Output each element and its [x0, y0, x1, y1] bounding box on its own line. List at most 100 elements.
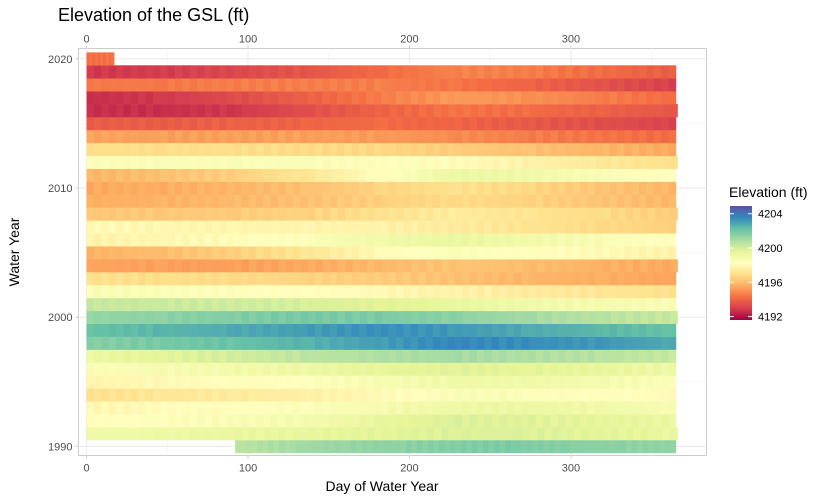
heatmap-tile — [93, 129, 102, 144]
heatmap-tile — [108, 220, 117, 234]
heatmap-tile — [476, 168, 485, 182]
heatmap-tile — [93, 116, 102, 131]
heatmap-tile — [337, 414, 345, 428]
heatmap-tile — [197, 349, 205, 363]
heatmap-tile — [653, 388, 662, 402]
heatmap-tile — [344, 116, 353, 131]
heatmap-tile — [130, 336, 139, 350]
heatmap-tile — [204, 129, 213, 144]
heatmap-tile — [255, 362, 264, 376]
heatmap-tile — [594, 194, 603, 208]
heatmap-tile — [204, 91, 213, 105]
heatmap-tile — [587, 181, 596, 195]
heatmap-tile — [447, 168, 456, 182]
heatmap-tile — [130, 323, 139, 337]
heatmap-tile — [572, 272, 581, 286]
heatmap-tile — [528, 91, 537, 105]
heatmap-tile — [233, 362, 242, 376]
heatmap-tile — [403, 220, 412, 234]
heatmap-tile — [130, 375, 139, 389]
heatmap-tile — [395, 375, 404, 389]
heatmap-tile — [189, 414, 198, 428]
heatmap-tile — [535, 220, 544, 234]
heatmap-tile — [189, 104, 198, 118]
heatmap-tile — [625, 310, 634, 325]
heatmap-tile — [463, 259, 472, 273]
heatmap-tile — [138, 375, 146, 389]
heatmap-tile — [587, 65, 596, 79]
heatmap-tile — [138, 65, 146, 79]
heatmap-tile — [197, 65, 205, 79]
heatmap-tile — [86, 297, 95, 312]
heatmap-tile — [329, 129, 338, 144]
heatmap-tile — [403, 116, 412, 131]
heatmap-tile — [484, 401, 493, 415]
heatmap-tile — [513, 336, 522, 350]
heatmap-tile — [418, 142, 426, 157]
heatmap-tile — [587, 323, 596, 337]
heatmap-tile — [610, 104, 619, 118]
heatmap-tile — [130, 246, 139, 260]
heatmap-tile — [248, 284, 257, 299]
heatmap-tile — [572, 91, 581, 105]
heatmap-tile — [576, 439, 583, 454]
heatmap-tile — [403, 194, 412, 208]
heatmap-tile — [602, 116, 610, 131]
heatmap-tile — [315, 427, 324, 441]
heatmap-tile — [359, 91, 367, 105]
heatmap-tile — [255, 142, 264, 157]
heatmap-tile — [506, 142, 515, 157]
heatmap-tile — [403, 284, 412, 299]
heatmap-tile — [123, 401, 132, 415]
heatmap-tile — [307, 142, 316, 157]
heatmap-tile — [433, 310, 442, 325]
heatmap-tile — [234, 427, 243, 441]
heatmap-tile — [248, 129, 257, 144]
heatmap-tile — [594, 142, 603, 157]
heatmap-tile — [212, 207, 220, 221]
heatmap-tile — [566, 207, 575, 221]
heatmap-tile — [130, 65, 139, 79]
heatmap-tile — [270, 246, 279, 260]
heatmap-tile — [448, 310, 457, 325]
heatmap-tile — [263, 104, 272, 118]
heatmap-tile — [554, 439, 561, 454]
heatmap-tile — [594, 414, 603, 428]
heatmap-tile — [594, 129, 603, 144]
heatmap-tiles — [86, 52, 678, 454]
heatmap-tile — [233, 65, 242, 79]
heatmap-tile — [659, 439, 666, 454]
heatmap-tile — [285, 142, 294, 157]
heatmap-tile — [528, 246, 537, 260]
heatmap-tile — [189, 155, 198, 169]
heatmap-tile — [638, 349, 647, 363]
heatmap-tile — [638, 91, 647, 105]
heatmap-tile — [572, 220, 581, 234]
heatmap-tile — [233, 194, 242, 208]
heatmap-tile — [189, 142, 198, 157]
heatmap-tile — [212, 310, 220, 325]
heatmap-tile — [440, 181, 448, 195]
heatmap-tile — [381, 414, 389, 428]
heatmap-tile — [130, 181, 139, 195]
heatmap-tile — [263, 388, 272, 402]
heatmap-tile — [359, 65, 367, 79]
heatmap-tile — [491, 220, 500, 234]
heatmap-tile — [241, 323, 250, 337]
heatmap-tile — [484, 284, 493, 299]
heatmap-tile — [300, 65, 308, 79]
heatmap-tile — [108, 349, 117, 363]
heatmap-tile — [197, 336, 205, 350]
heatmap-tile — [513, 272, 522, 286]
heatmap-tile — [544, 427, 553, 441]
heatmap-tile — [359, 246, 367, 260]
heatmap-tile — [93, 297, 102, 312]
heatmap-tile — [182, 194, 191, 208]
heatmap-tile — [535, 272, 544, 286]
heatmap-tile — [241, 388, 250, 402]
heatmap-tile — [388, 388, 397, 402]
y-axis-title: Water Year — [6, 217, 22, 286]
heatmap-tile — [544, 104, 553, 118]
heatmap-tile — [670, 427, 678, 441]
heatmap-tile — [587, 388, 596, 402]
